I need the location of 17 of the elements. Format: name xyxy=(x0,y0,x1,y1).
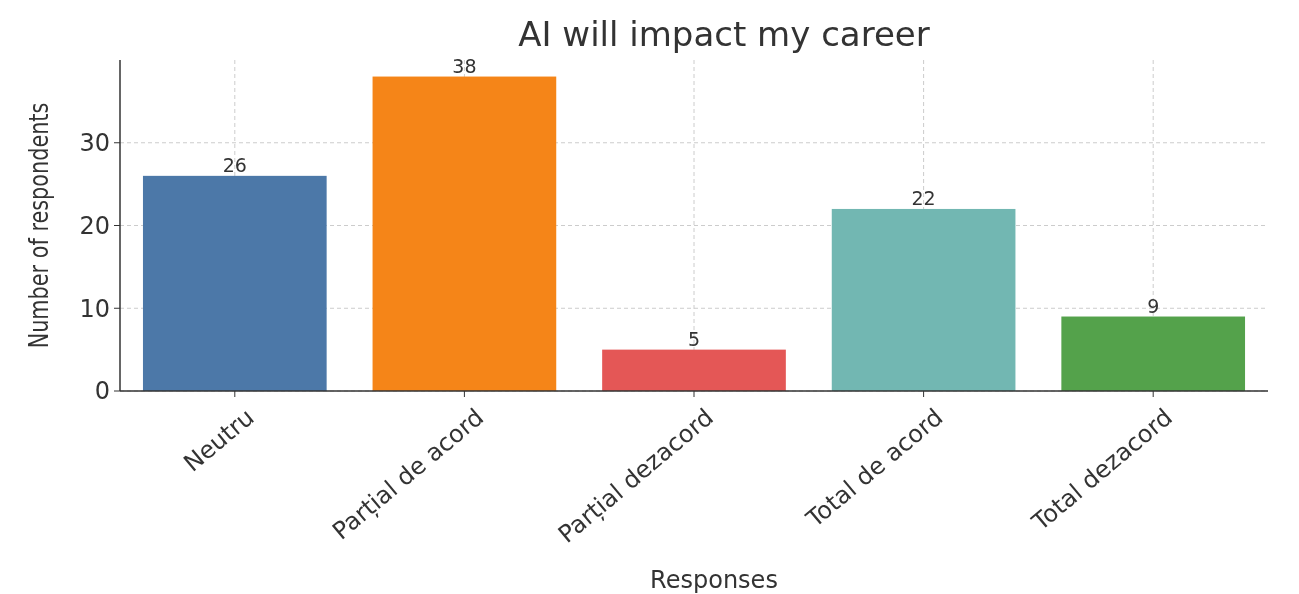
bar xyxy=(831,208,1016,391)
y-tick-label: 30 xyxy=(79,129,110,158)
bar xyxy=(602,349,786,391)
x-axis-title: Responses xyxy=(650,566,778,594)
data-label: 22 xyxy=(911,186,936,209)
data-label: 26 xyxy=(222,153,247,176)
bar xyxy=(1061,316,1246,391)
y-tick-label: 20 xyxy=(79,211,110,240)
bar xyxy=(372,76,557,391)
y-tick-label: 0 xyxy=(94,377,110,406)
y-axis-title: Number of respondents xyxy=(23,102,55,349)
bar xyxy=(142,175,327,391)
data-label: 38 xyxy=(452,54,477,77)
data-label: 5 xyxy=(687,327,701,350)
chart-title: AI will impact my career xyxy=(518,14,930,54)
y-tick-label: 10 xyxy=(79,294,110,323)
data-label: 9 xyxy=(1147,294,1160,317)
